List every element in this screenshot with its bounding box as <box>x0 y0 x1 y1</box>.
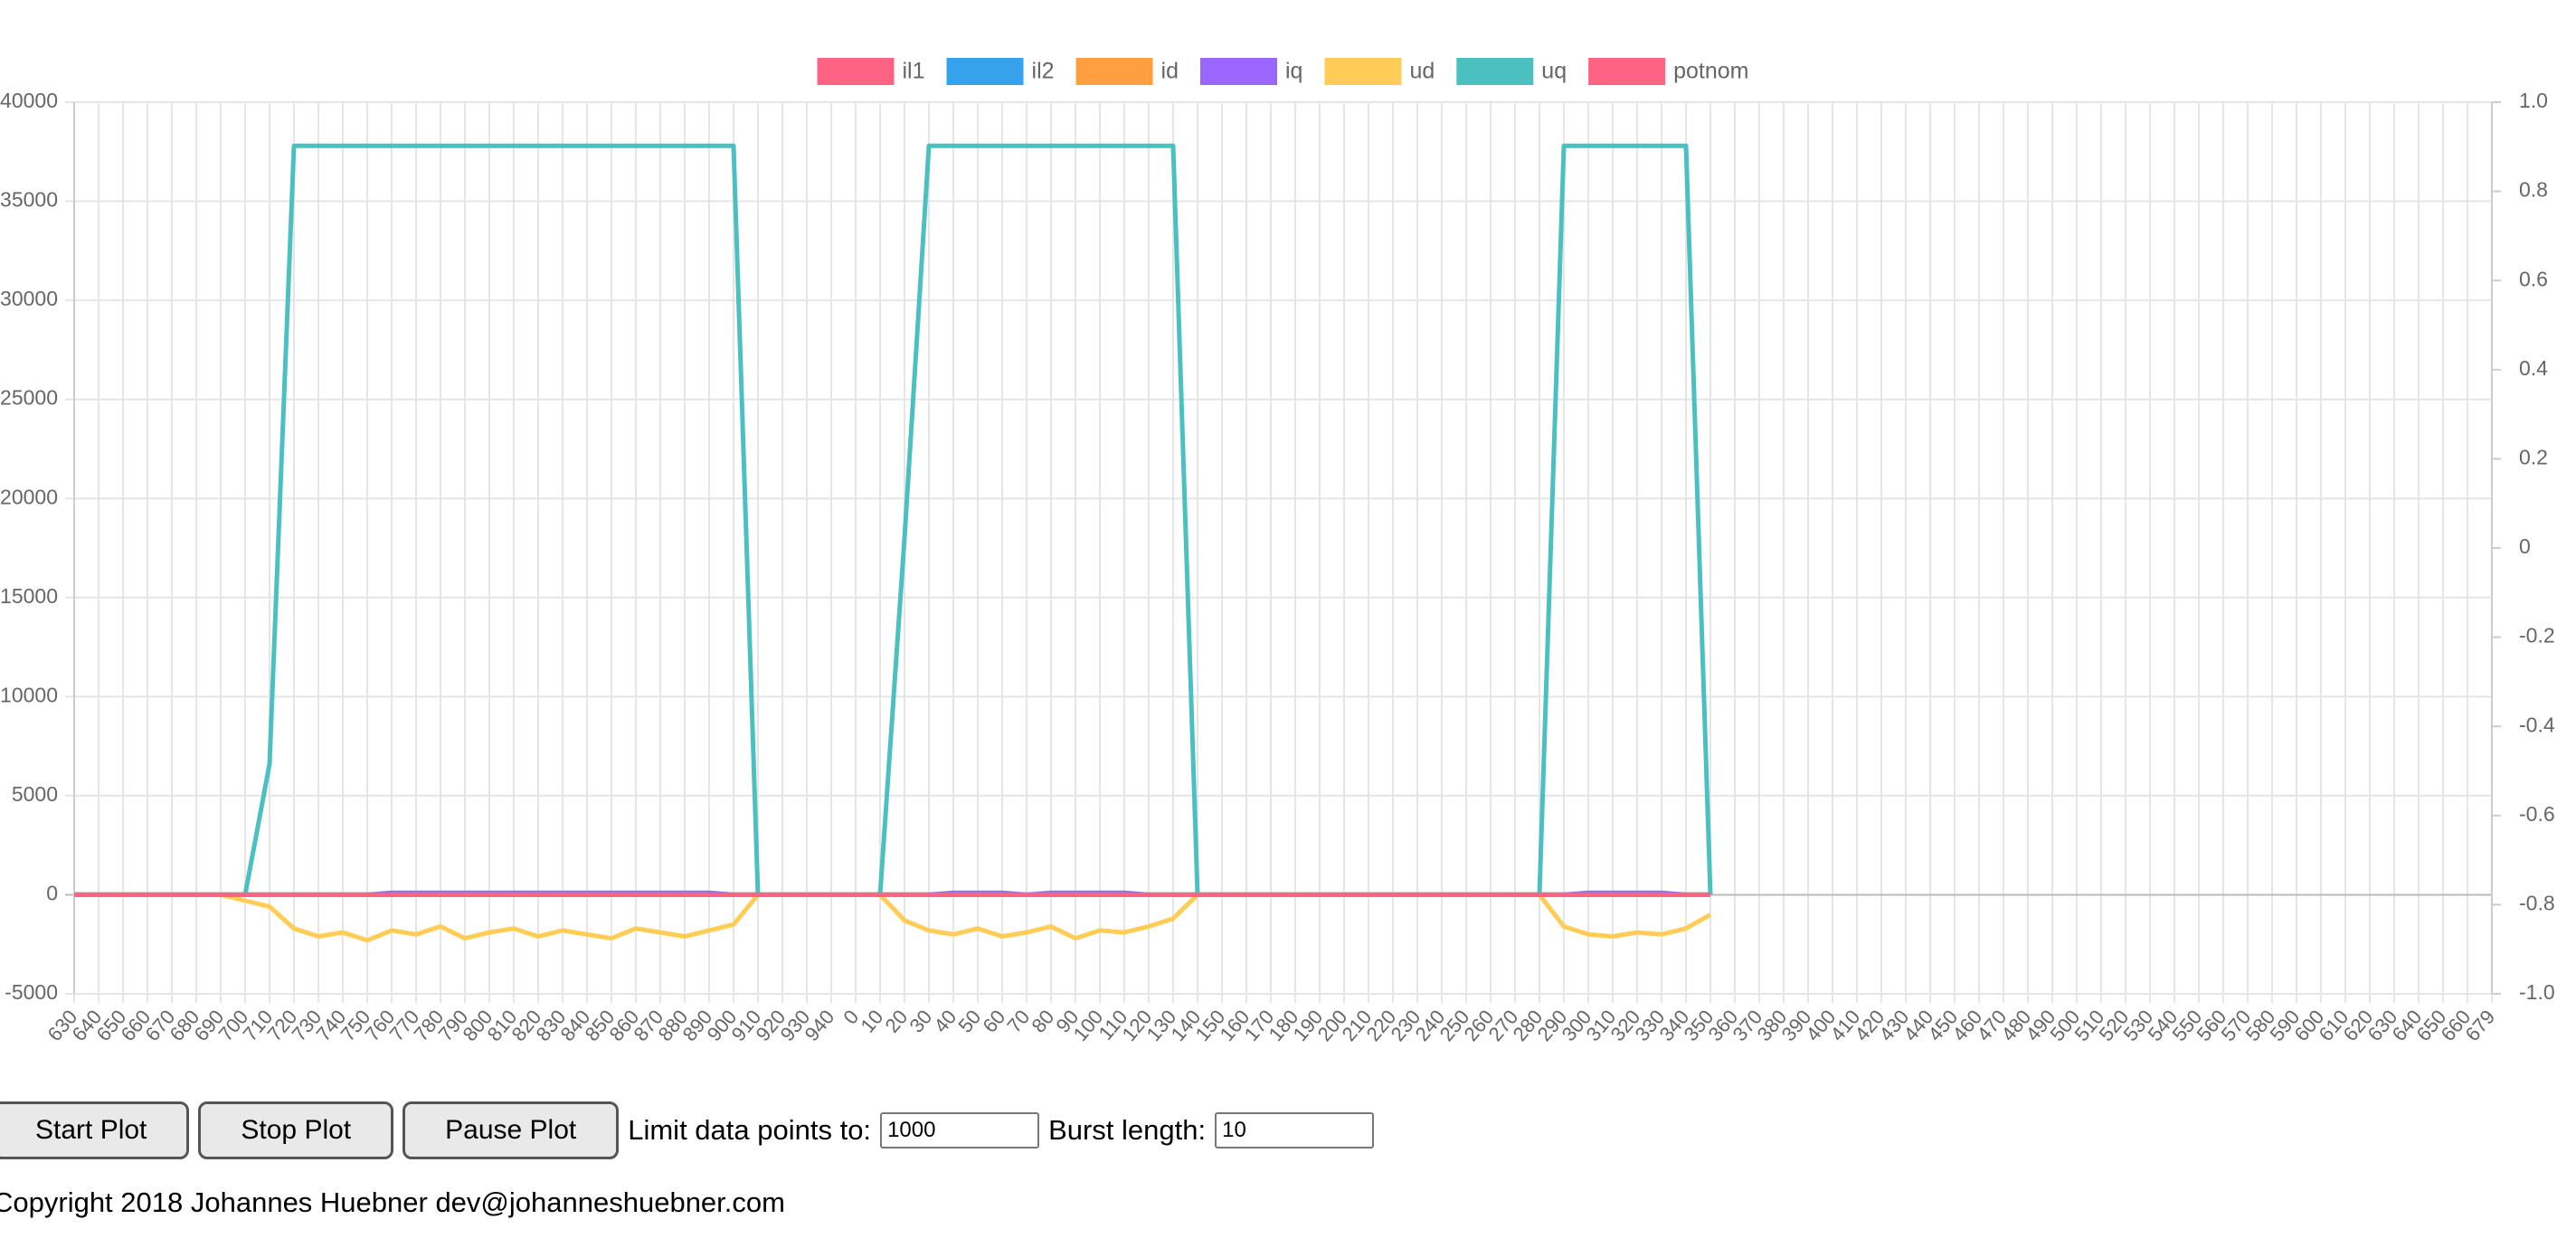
copyright: Copyright 2018 Johannes Huebner dev@joha… <box>0 1186 785 1218</box>
y2-tick-label: -0.6 <box>2519 802 2555 826</box>
legend-swatch <box>1456 58 1534 85</box>
start-button[interactable]: Start Plot <box>0 1101 190 1159</box>
y-tick-label: 5000 <box>12 782 58 806</box>
legend-label: ud <box>1409 59 1435 84</box>
legend-label: potnom <box>1673 59 1748 84</box>
burst-input[interactable] <box>1215 1112 1375 1148</box>
y-tick-label: 0 <box>46 882 58 905</box>
y-tick-label: 20000 <box>0 485 58 508</box>
legend-swatch <box>1324 58 1402 85</box>
y2-tick-label: -0.8 <box>2519 891 2555 914</box>
legend-swatch <box>946 58 1024 85</box>
chart: 6306406506606706806907007107207307407507… <box>0 58 2555 1045</box>
legend-swatch <box>1588 58 1666 85</box>
controls: Start Plot Stop Plot Pause Plot Limit da… <box>0 1101 1375 1159</box>
y2-tick-label: -0.4 <box>2519 713 2555 736</box>
legend-label: il2 <box>1032 59 1055 84</box>
y2-tick-label: -0.2 <box>2519 624 2555 647</box>
y2-tick-label: 0 <box>2519 534 2531 558</box>
x-tick-label: 940 <box>800 1006 839 1045</box>
legend: il1 il2 id iq ud uq potnom <box>817 58 1748 85</box>
series-line <box>74 143 1713 897</box>
stop-button[interactable]: Stop Plot <box>198 1101 394 1159</box>
y-tick-label: 10000 <box>0 683 58 706</box>
y2-tick-label: 0.8 <box>2519 178 2548 202</box>
limit-input[interactable] <box>880 1112 1040 1148</box>
y-tick-label: 15000 <box>0 584 58 608</box>
legend-label: il1 <box>903 59 925 84</box>
y2-tick-label: 0.4 <box>2519 356 2548 380</box>
y2-tick-label: 0.6 <box>2519 267 2548 290</box>
legend-label: uq <box>1541 59 1567 84</box>
legend-label: iq <box>1285 59 1302 84</box>
y2-tick-label: 0.2 <box>2519 445 2548 468</box>
x-tick-label: 679 <box>2461 1006 2500 1045</box>
legend-swatch <box>1075 58 1153 85</box>
y2-tick-label: -1.0 <box>2519 980 2555 1004</box>
limit-label: Limit data points to: <box>628 1114 872 1146</box>
series-line <box>74 892 1712 943</box>
y-tick-label: 40000 <box>0 89 58 112</box>
legend-swatch <box>1200 58 1278 85</box>
y-tick-label: 30000 <box>0 287 58 310</box>
y2-tick-label: 1.0 <box>2519 89 2548 112</box>
legend-label: id <box>1161 59 1179 84</box>
legend-swatch <box>817 58 895 85</box>
y-tick-label: 25000 <box>0 386 58 410</box>
burst-label: Burst length: <box>1048 1114 1207 1146</box>
pause-button[interactable]: Pause Plot <box>402 1101 620 1159</box>
y-tick-label: 35000 <box>0 188 58 212</box>
y-tick-label: -5000 <box>5 980 58 1004</box>
